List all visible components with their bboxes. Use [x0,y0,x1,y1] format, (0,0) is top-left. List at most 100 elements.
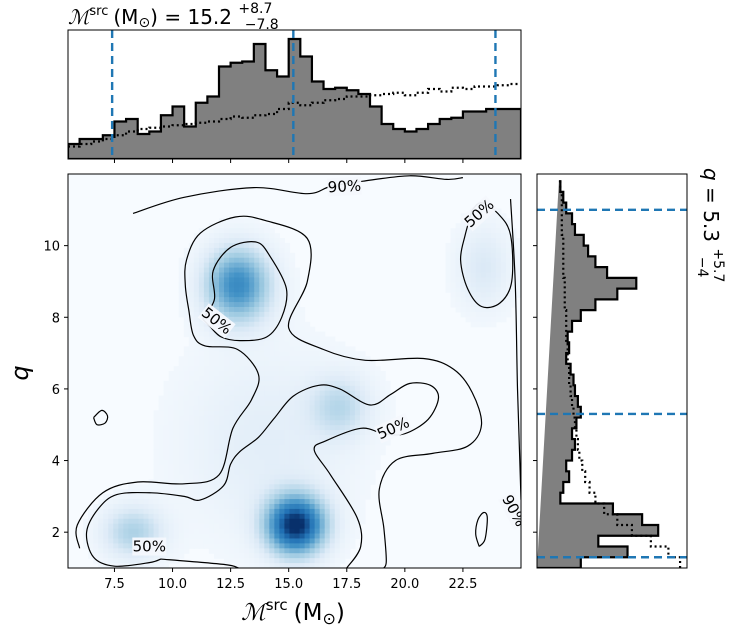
density-cell [239,297,245,303]
density-cell [460,252,467,259]
density-cell [123,533,129,540]
density-cell [505,223,512,229]
density-cell [249,233,255,239]
density-cell [193,494,200,500]
density-cell [229,385,235,392]
density-cell [123,558,129,564]
density-cell [203,430,210,436]
density-cell [304,371,311,377]
density-cell [279,267,286,274]
density-cell [485,218,492,224]
density-cell [234,523,240,530]
density-cell [284,366,291,372]
density-cell [163,454,170,461]
density-cell [334,430,341,436]
density-cell [314,341,321,347]
density-cell [193,306,200,313]
density-cell [153,489,160,495]
density-cell [370,385,376,392]
density-cell [510,297,517,303]
density-cell [219,390,225,397]
density-cell [148,489,155,495]
density-cell [244,326,250,333]
density-cell [259,439,265,446]
density-cell [103,548,109,554]
density-cell [349,366,356,372]
density-cell [329,489,336,495]
density-cell [339,385,346,392]
density-cell [259,311,265,318]
density-cell [269,346,275,352]
density-cell [349,518,356,525]
mchirp-title-plus: +8.7 [238,1,272,17]
density-cell [133,499,140,505]
density-cell [219,494,225,500]
density-cell [264,553,270,559]
density-cell [118,494,124,500]
density-cell [319,528,326,535]
density-cell [173,484,180,490]
density-cell [208,454,215,461]
density-cell [334,543,341,549]
density-cell [178,499,185,505]
density-cell [153,563,160,568]
density-cell [359,395,366,402]
density-cell [183,533,190,540]
contour-label-bg [326,176,362,197]
density-cell [208,380,215,387]
density-cell [234,528,240,535]
density-cell [208,287,215,293]
density-cell [319,494,326,500]
density-cell [254,356,260,362]
density-cell [244,420,250,426]
density-cell [208,449,215,456]
density-cell [490,316,497,323]
density-cell [203,533,210,540]
density-cell [364,366,371,372]
density-cell [284,518,291,525]
density-cell [314,356,321,362]
density-cell [390,415,396,421]
density-cell [168,469,175,476]
density-cell [239,508,245,515]
density-cell [324,484,331,490]
density-cell [254,228,260,234]
density-cell [344,410,351,416]
density-cell [269,277,275,283]
density-cell [445,257,452,264]
density-cell [249,277,255,283]
density-cell [380,410,386,416]
density-cell [234,513,240,520]
density-cell [299,311,306,318]
density-cell [334,375,341,382]
density-cell [319,390,326,397]
density-cell [314,464,321,471]
density-cell [490,272,497,279]
density-cell [289,469,296,476]
density-cell [354,469,361,476]
density-cell [319,375,326,382]
density-cell [480,238,487,244]
density-cell [83,538,89,544]
density-cell [183,454,190,461]
density-cell [314,390,321,397]
density-cell [294,553,301,559]
density-cell [279,513,286,520]
density-cell [264,484,270,490]
density-cell [93,538,99,544]
density-cell [455,262,462,269]
density-cell [219,262,225,269]
density-cell [319,415,326,421]
density-cell [203,513,210,520]
density-cell [309,425,316,431]
density-cell [274,459,280,466]
density-cell [515,262,521,269]
density-cell [234,267,240,274]
density-cell [455,233,462,239]
density-cell [183,548,190,554]
density-cell [198,228,205,234]
density-cell [229,395,235,402]
density-cell [234,252,240,259]
density-cell [505,297,512,303]
contour-label-bg [197,303,236,339]
